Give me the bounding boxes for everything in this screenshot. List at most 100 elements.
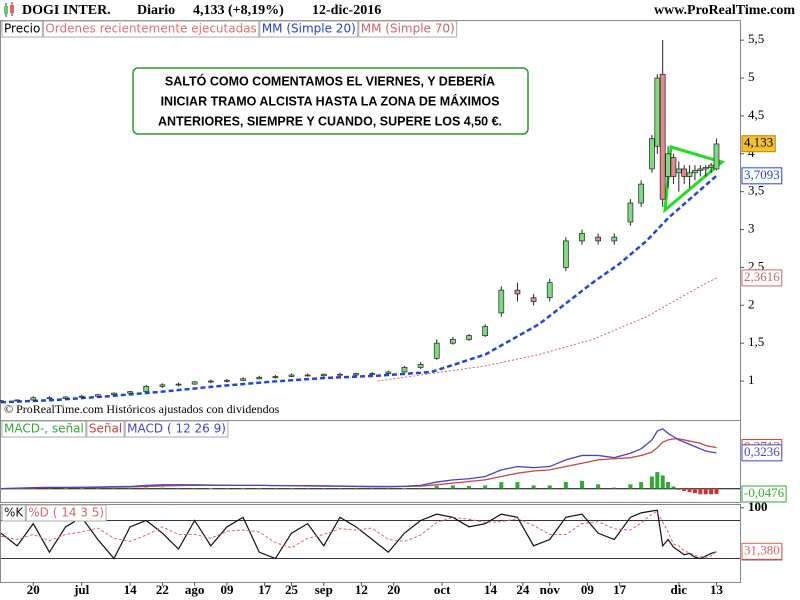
histogram-bar bbox=[483, 485, 488, 489]
legend-box bbox=[259, 20, 359, 38]
histogram-bar bbox=[208, 488, 213, 489]
annotation-line: ANTERIORES, SIEMPRE Y CUANDO, SUPERE LOS… bbox=[158, 114, 502, 128]
candle-body bbox=[579, 232, 585, 242]
macd-frame bbox=[0, 420, 741, 503]
candle-body bbox=[498, 289, 505, 314]
candle-body bbox=[337, 373, 343, 376]
histogram-bar bbox=[531, 485, 536, 489]
legend-entry: Ordenes recientemente ejecutadas bbox=[45, 22, 256, 36]
histogram-bar bbox=[144, 487, 149, 489]
histogram-bar bbox=[241, 488, 246, 490]
x-tick-label: 09 bbox=[581, 582, 595, 597]
candle-body bbox=[256, 376, 263, 380]
stochastic-line bbox=[0, 510, 717, 558]
histogram-bar bbox=[47, 488, 52, 489]
candle-body bbox=[659, 73, 666, 200]
value-label-box bbox=[741, 167, 783, 185]
candle-body bbox=[62, 396, 69, 399]
value-label: 4,133 bbox=[744, 135, 773, 150]
histogram-bar bbox=[354, 488, 359, 490]
legend-entry: MM (Simple 20) bbox=[262, 22, 356, 36]
candle-body bbox=[665, 153, 671, 177]
candle-body bbox=[670, 157, 677, 177]
histogram-bar bbox=[370, 488, 375, 490]
histogram-bar bbox=[596, 484, 601, 489]
candle-body bbox=[681, 168, 688, 177]
candle-body bbox=[654, 77, 661, 147]
symbol: DOGI INTER. bbox=[22, 3, 111, 18]
y-tick-label: 5 bbox=[748, 69, 755, 84]
period: Diario bbox=[137, 3, 175, 18]
candle-body bbox=[450, 339, 456, 344]
site: www.ProRealTime.com bbox=[654, 3, 795, 18]
candle-body bbox=[675, 168, 682, 174]
value-label-box bbox=[741, 269, 783, 287]
histogram-bar bbox=[321, 488, 326, 490]
histogram-bar bbox=[160, 487, 165, 489]
legend-box bbox=[124, 420, 229, 438]
value-label-box bbox=[741, 135, 776, 153]
histogram-bar bbox=[111, 488, 116, 489]
candle-body bbox=[143, 386, 150, 393]
histogram-bar bbox=[192, 488, 197, 489]
histogram-bar bbox=[434, 485, 439, 489]
stochastic-line bbox=[0, 509, 717, 560]
x-tick-label: 09 bbox=[220, 582, 234, 597]
x-tick-label: 17 bbox=[613, 582, 627, 597]
legend-entry: MM (Simple 70) bbox=[361, 22, 455, 36]
legend-box bbox=[1, 504, 26, 522]
histogram-bar bbox=[467, 485, 472, 489]
value-label: 0,3236 bbox=[744, 444, 780, 459]
macd-line bbox=[0, 438, 717, 490]
x-tick-label: dic bbox=[671, 582, 688, 597]
y-tick-label: 1,5 bbox=[748, 334, 764, 349]
candle-body bbox=[702, 167, 709, 170]
candle-body bbox=[401, 367, 408, 373]
x-tick-label: ago bbox=[185, 582, 205, 597]
y-tick-label: 100 bbox=[748, 499, 768, 514]
value-label-box bbox=[741, 485, 787, 503]
candle-body bbox=[692, 170, 698, 174]
histogram-bar bbox=[128, 488, 133, 489]
candle-body bbox=[288, 374, 295, 377]
candle-body bbox=[563, 240, 569, 268]
y-tick-label: 3,5 bbox=[748, 183, 764, 198]
candle-body bbox=[207, 380, 214, 383]
value-label-box bbox=[741, 542, 783, 560]
candle-body bbox=[14, 399, 20, 402]
histogram-bar bbox=[402, 488, 407, 489]
value-label-box bbox=[741, 444, 783, 462]
moving-average bbox=[377, 277, 717, 382]
x-tick-label: 13 bbox=[710, 582, 724, 597]
candle-body bbox=[595, 236, 601, 242]
histogram-bar bbox=[176, 487, 181, 489]
histogram-bar bbox=[418, 487, 423, 489]
histogram-bar bbox=[305, 488, 310, 490]
histogram-bar bbox=[257, 488, 262, 490]
histogram-bar bbox=[709, 488, 714, 495]
candle-body bbox=[466, 335, 472, 340]
histogram-bar bbox=[79, 488, 84, 489]
macd-line bbox=[0, 428, 717, 490]
histogram-bar bbox=[547, 485, 552, 489]
histogram-bar bbox=[671, 486, 676, 489]
x-tick-label: 14 bbox=[484, 582, 498, 597]
x-tick-label: 14 bbox=[124, 582, 138, 597]
candle-body bbox=[697, 168, 704, 171]
legend-entry: %D ( 14 3 5) bbox=[28, 506, 104, 520]
annotation-line: INICIAR TRAMO ALCISTA HASTA LA ZONA DE M… bbox=[161, 93, 500, 108]
moving-average bbox=[0, 174, 718, 404]
histogram-bar bbox=[703, 488, 708, 495]
histogram-bar bbox=[649, 476, 654, 489]
candle-body bbox=[686, 172, 693, 177]
annotation-line: SALTÓ COMO COMENTAMOS EL VIERNES, Y DEBE… bbox=[165, 73, 495, 88]
histogram-bar bbox=[676, 488, 681, 490]
legend-entry: Precio bbox=[4, 22, 40, 36]
x-tick-label: 22 bbox=[156, 582, 169, 597]
histogram-bar bbox=[95, 488, 100, 489]
price: 4,133 (+8,19%) bbox=[193, 3, 284, 18]
candle-body bbox=[708, 164, 714, 168]
legend-entry: Señal bbox=[89, 422, 122, 436]
candle-body bbox=[272, 376, 279, 378]
value-label: 31,380 bbox=[744, 542, 780, 557]
